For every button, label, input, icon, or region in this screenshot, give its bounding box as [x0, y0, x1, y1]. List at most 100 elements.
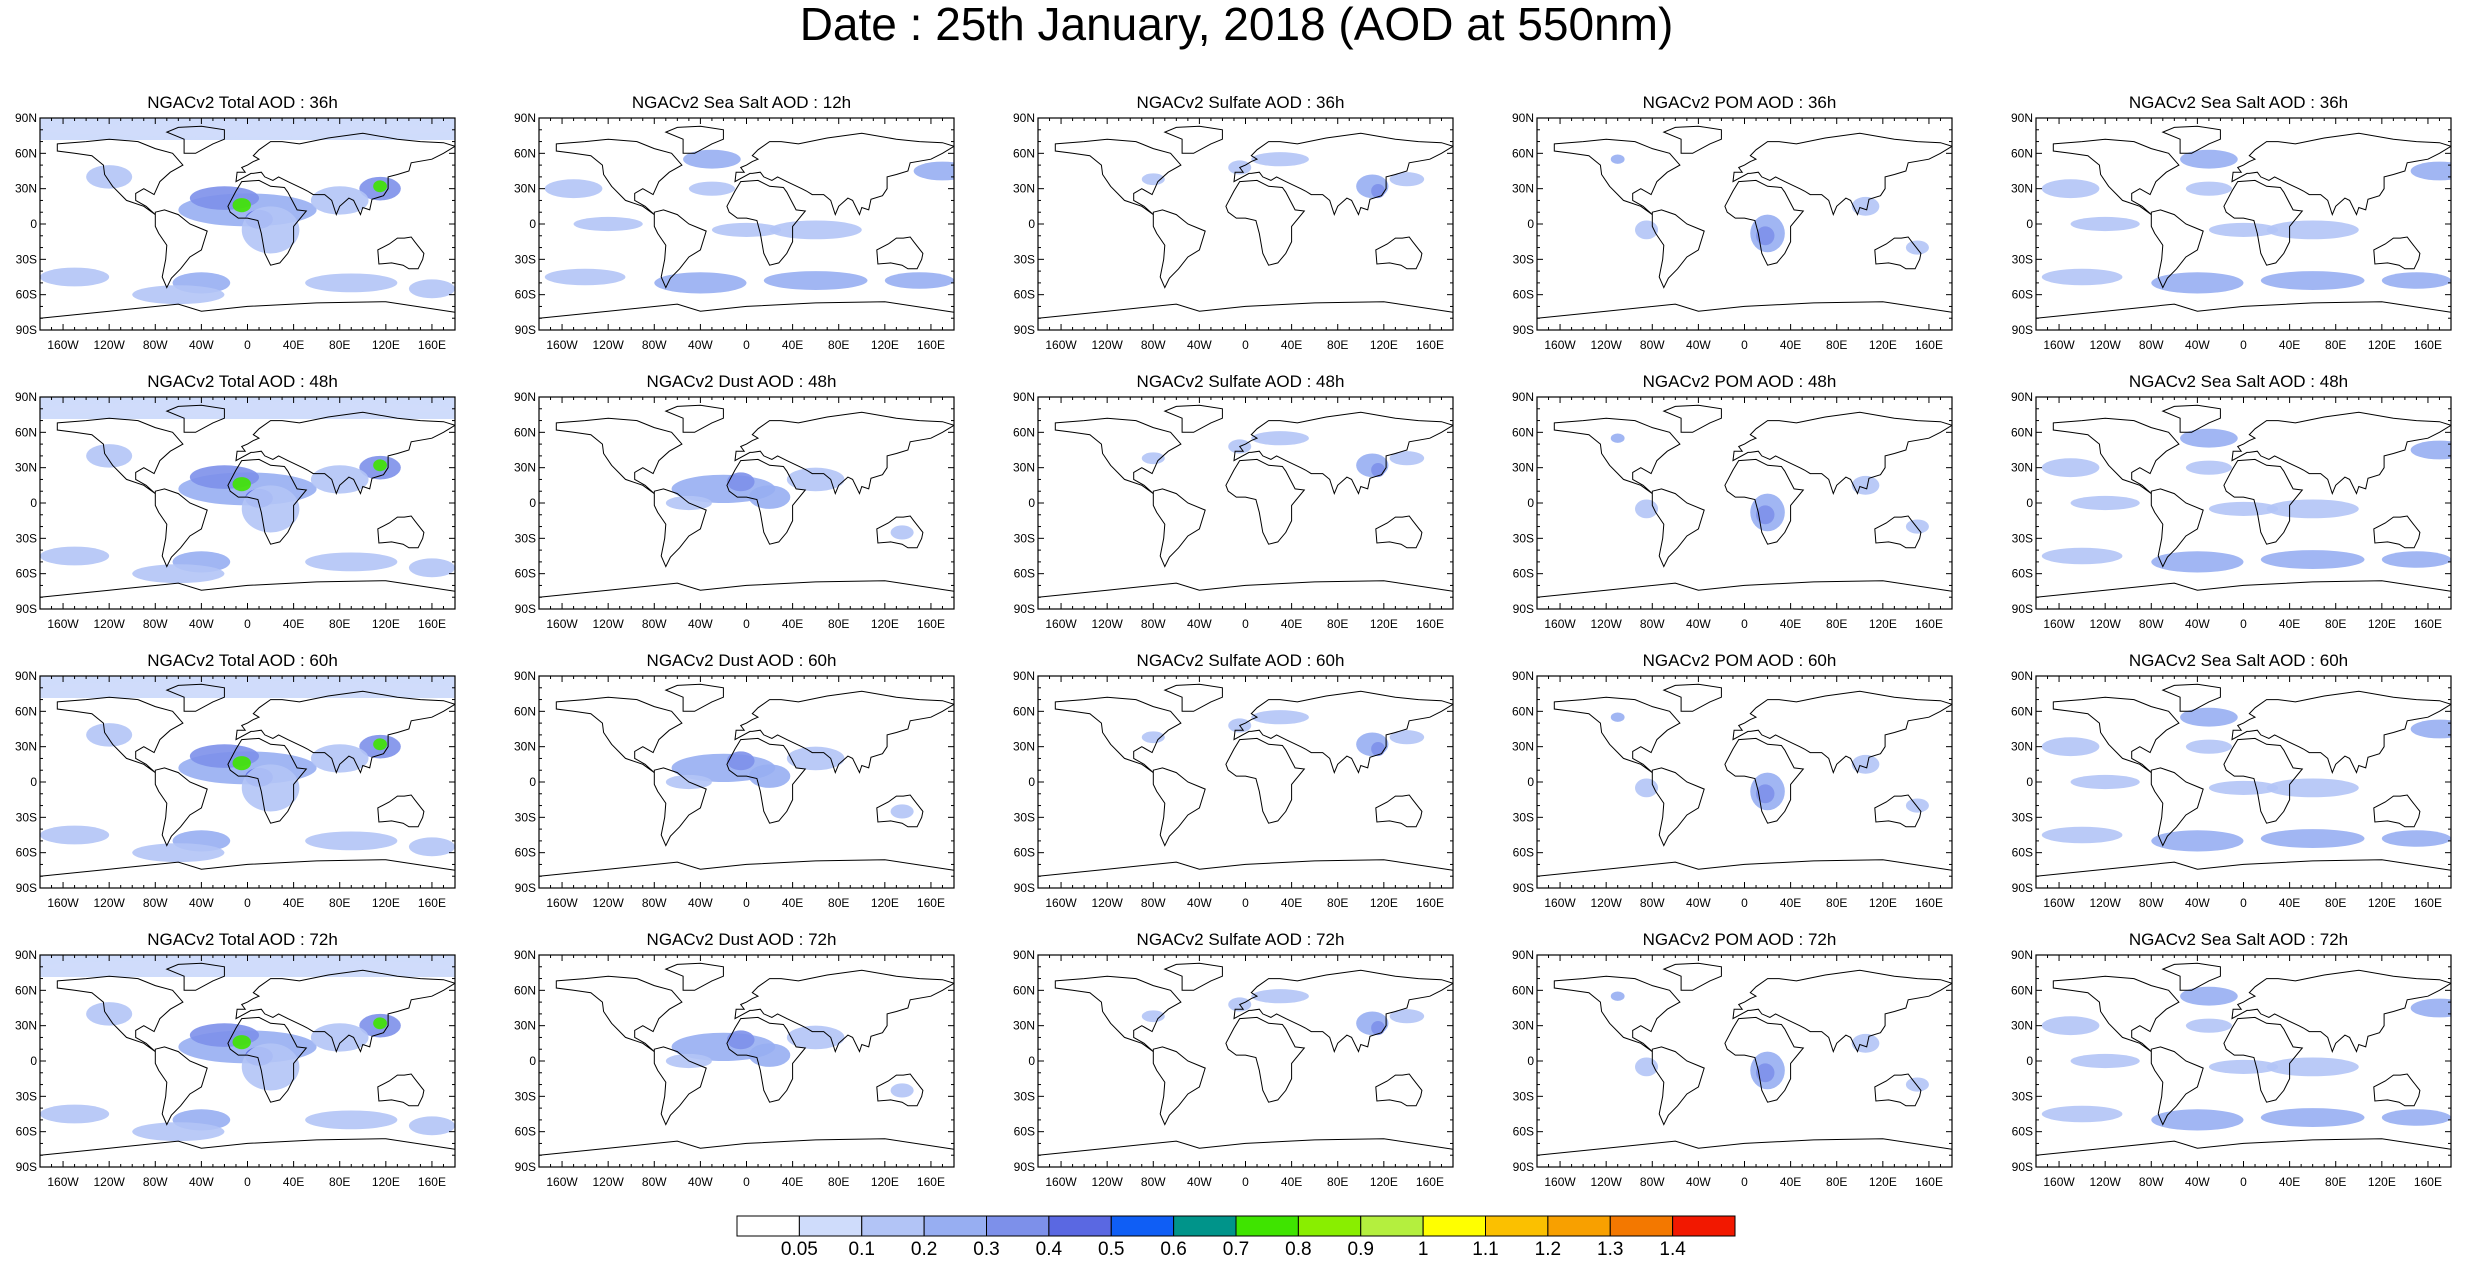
colorbar-label: 1.4	[1659, 1239, 1686, 1260]
lat-tick-label: 30N	[2011, 461, 2033, 475]
coastline	[539, 301, 954, 330]
lat-tick-label: 60N	[1512, 704, 1534, 718]
lat-tick-label: 60N	[1013, 146, 1035, 160]
aod-blob	[408, 558, 455, 578]
colorbar-swatch	[798, 1215, 863, 1237]
aod-field	[2036, 683, 2451, 888]
lat-tick-label: 90S	[1513, 1160, 1534, 1174]
aod-blob	[2041, 179, 2100, 199]
aod-blob	[2180, 707, 2238, 727]
lat-tick-label: 90S	[2012, 602, 2033, 616]
aod-blob	[1141, 173, 1165, 186]
aod-field	[539, 404, 954, 609]
coastline	[1724, 737, 1805, 824]
lat-tick-label: 30N	[1013, 461, 1035, 475]
lon-tick-label: 120W	[592, 1175, 624, 1189]
coastline	[2052, 696, 2180, 774]
lat-tick-label: 0	[1527, 775, 1534, 789]
aod-blob	[2266, 1057, 2359, 1077]
lon-tick-label: 120W	[93, 338, 125, 352]
lon-tick-label: 120E	[871, 338, 899, 352]
coastline	[2373, 794, 2421, 828]
colorbar-label: 0.3	[973, 1239, 999, 1260]
aod-blob	[1251, 431, 1309, 446]
lat-tick-label: 90N	[514, 390, 536, 404]
lon-tick-label: 160E	[418, 338, 446, 352]
lon-tick-label: 120E	[1370, 896, 1398, 910]
lat-tick-label: 90S	[515, 602, 536, 616]
coastline	[165, 683, 225, 712]
world-map: 90N 60N 30N 0 30S 60S 90S 160W 120W 80W 40W 0 40E 80E…	[2011, 390, 2452, 631]
lat-tick-label: 0	[1028, 1054, 1035, 1068]
lon-tick-label: 160W	[1045, 1175, 1077, 1189]
lon-tick-label: 80E	[1327, 1175, 1348, 1189]
lon-tick-label: 120E	[372, 1175, 400, 1189]
aod-blob	[890, 525, 914, 540]
lon-tick-label: 80W	[2139, 617, 2164, 631]
aod-blob	[241, 206, 300, 254]
aod-blob	[786, 467, 845, 492]
lat-tick-label: 90S	[1014, 323, 1035, 337]
aod-blob	[1371, 1020, 1385, 1036]
lon-tick-label: 80E	[1826, 338, 1847, 352]
lat-tick-label: 60S	[2012, 846, 2033, 860]
colorbar-label: 0.1	[849, 1239, 875, 1260]
coastline	[1874, 1073, 1922, 1107]
coastline	[377, 236, 425, 270]
lon-tick-label: 80W	[642, 338, 667, 352]
lon-tick-label: 120E	[372, 338, 400, 352]
coastline	[227, 737, 308, 824]
aod-blob	[786, 1025, 845, 1050]
panel-title: NGACv2 Total AOD : 36h	[147, 93, 338, 112]
map-panel: NGACv2 POM AOD : 36h 90N 60N 30N 0 30S 60S 90S 1…	[1512, 93, 1953, 363]
lon-tick-label: 0	[244, 617, 251, 631]
lat-tick-label: 90N	[15, 390, 37, 404]
aod-blob	[2260, 1108, 2365, 1127]
lat-tick-label: 90N	[1013, 948, 1035, 962]
aod-blob	[1851, 196, 1880, 216]
lat-tick-label: 90N	[2011, 948, 2033, 962]
lat-tick-label: 30S	[16, 252, 37, 266]
world-map: 90N 60N 30N 0 30S 60S 90S 160W 120W 80W 40W 0 40E 80E…	[15, 948, 456, 1189]
lon-tick-label: 40E	[1281, 1175, 1302, 1189]
coastline	[1375, 1073, 1423, 1107]
lat-tick-label: 90S	[1513, 602, 1534, 616]
aod-blob	[1610, 991, 1625, 1001]
lon-tick-label: 40W	[2185, 1175, 2210, 1189]
lat-tick-label: 90S	[1014, 602, 1035, 616]
lon-tick-label: 80W	[1141, 338, 1166, 352]
lat-tick-label: 90N	[1512, 390, 1534, 404]
lat-tick-label: 30S	[1014, 810, 1035, 824]
coastline	[2223, 1016, 2304, 1103]
lon-tick-label: 80E	[1327, 896, 1348, 910]
lat-tick-label: 0	[30, 496, 37, 510]
lat-tick-label: 60N	[2011, 425, 2033, 439]
lat-tick-label: 90N	[514, 669, 536, 683]
coastline	[154, 488, 208, 568]
lon-tick-label: 40W	[1686, 1175, 1711, 1189]
lon-tick-label: 80E	[2325, 1175, 2346, 1189]
map-frame	[1536, 396, 1953, 610]
lon-tick-label: 80E	[828, 617, 849, 631]
coastline	[726, 1016, 807, 1103]
coastline	[734, 411, 954, 496]
aod-blob	[40, 401, 455, 416]
map-frame	[1536, 675, 1953, 889]
lon-tick-label: 120E	[1869, 1175, 1897, 1189]
aod-blob	[786, 746, 845, 771]
map-panel: NGACv2 Sulfate AOD : 72h 90N 60N 30N 0 30S 60S…	[1013, 930, 1454, 1200]
lat-tick-label: 90N	[2011, 669, 2033, 683]
aod-blob	[1251, 710, 1309, 725]
lat-tick-label: 60S	[16, 1125, 37, 1139]
lon-tick-label: 160E	[917, 338, 945, 352]
coastline	[1233, 411, 1453, 496]
coastline	[2036, 1138, 2451, 1167]
aod-field	[1038, 404, 1453, 609]
map-panel: NGACv2 Dust AOD : 48h 90N 60N 30N 0 30S 60S 90S…	[514, 372, 955, 642]
lon-tick-label: 0	[1741, 1175, 1748, 1189]
lon-tick-label: 80E	[2325, 617, 2346, 631]
aod-blob	[1389, 730, 1425, 745]
aod-blob	[86, 165, 133, 189]
lon-tick-label: 120E	[372, 896, 400, 910]
lon-tick-label: 160W	[47, 896, 79, 910]
